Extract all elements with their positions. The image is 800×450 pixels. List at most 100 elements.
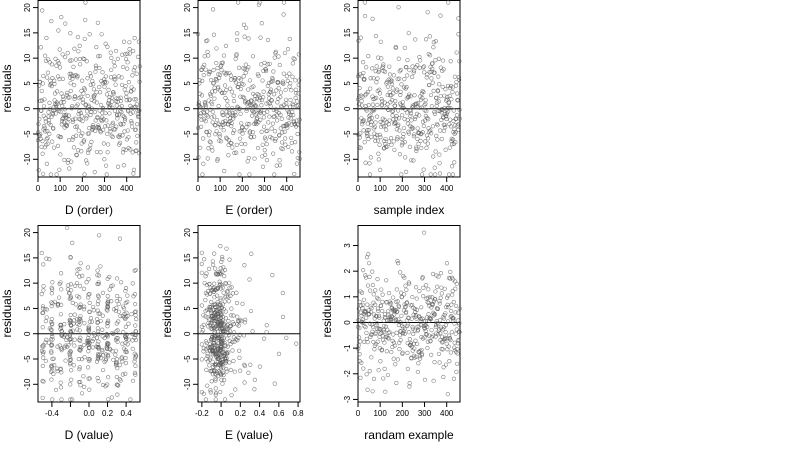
data-point — [199, 324, 204, 329]
data-point — [440, 84, 445, 90]
data-point — [249, 98, 254, 103]
data-point — [115, 392, 120, 397]
data-point — [444, 305, 449, 310]
data-point — [379, 287, 384, 292]
data-point — [228, 86, 233, 91]
data-point — [267, 61, 272, 66]
data-point — [443, 87, 448, 92]
data-point — [222, 397, 228, 402]
data-point — [128, 147, 133, 152]
data-point — [72, 82, 77, 88]
data-point — [211, 323, 216, 329]
data-point — [75, 267, 80, 272]
x-tick-label: 200 — [396, 184, 410, 193]
data-point — [386, 330, 391, 336]
data-point — [445, 94, 450, 100]
data-point — [224, 351, 230, 356]
data-point — [115, 164, 121, 169]
data-point — [234, 52, 239, 57]
data-point — [452, 321, 457, 326]
data-point — [131, 171, 136, 176]
data-point — [77, 56, 83, 62]
data-point — [36, 133, 41, 138]
y-axis-title: residuals — [0, 64, 14, 112]
data-point — [249, 251, 254, 256]
data-point — [211, 32, 217, 37]
data-point — [287, 36, 292, 42]
data-point — [454, 369, 459, 374]
data-point — [410, 126, 416, 131]
data-point — [40, 378, 45, 384]
y-tick-label: 10 — [343, 53, 352, 62]
data-point — [408, 343, 413, 348]
data-point — [389, 81, 395, 87]
data-point — [221, 307, 226, 312]
data-point — [40, 395, 45, 401]
data-point — [450, 85, 455, 90]
data-point — [296, 91, 301, 96]
data-point — [385, 84, 391, 89]
data-point — [212, 363, 217, 368]
data-point — [433, 39, 438, 44]
data-point — [54, 89, 60, 94]
data-point — [225, 98, 230, 103]
y-axis-title: residuals — [160, 289, 174, 337]
data-point — [133, 363, 138, 368]
data-point — [67, 290, 72, 296]
data-point — [44, 35, 49, 41]
data-point — [400, 350, 405, 355]
data-point — [77, 284, 83, 289]
data-point — [220, 60, 225, 65]
data-point — [456, 121, 461, 127]
data-point — [62, 107, 67, 112]
data-point — [446, 100, 452, 105]
data-point — [55, 59, 60, 64]
data-point — [242, 127, 247, 133]
data-point — [59, 329, 64, 334]
data-point — [453, 303, 459, 309]
data-point — [95, 302, 100, 307]
data-point — [209, 379, 214, 384]
data-point — [43, 307, 48, 312]
data-point — [436, 74, 441, 79]
data-point — [296, 82, 301, 88]
data-point — [366, 261, 372, 266]
data-point — [131, 48, 136, 54]
data-point — [244, 106, 249, 111]
data-point — [58, 109, 63, 114]
data-point — [84, 114, 89, 119]
y-tick-label: 10 — [183, 53, 192, 62]
data-point — [85, 93, 90, 99]
data-point — [44, 337, 49, 342]
data-point — [130, 346, 135, 351]
data-point — [60, 103, 65, 108]
data-point — [82, 384, 87, 389]
data-point — [381, 329, 387, 335]
data-point — [230, 106, 235, 111]
x-tick-label: 0.4 — [254, 409, 266, 418]
data-point — [83, 0, 88, 5]
data-point — [118, 313, 123, 319]
data-point — [73, 283, 78, 288]
data-point — [278, 126, 283, 131]
data-point — [367, 161, 372, 166]
data-point — [46, 118, 51, 123]
data-point — [117, 362, 123, 368]
data-point — [427, 82, 432, 88]
data-point — [101, 141, 106, 146]
x-tick-label: 400 — [120, 184, 134, 193]
data-point — [279, 140, 285, 145]
data-point — [257, 98, 262, 103]
data-point — [405, 73, 410, 78]
data-point — [408, 113, 413, 118]
data-point — [100, 327, 105, 332]
data-point — [269, 126, 274, 131]
data-point — [68, 397, 73, 402]
data-point — [452, 340, 457, 345]
data-point — [87, 146, 92, 152]
y-tick-label: 10 — [183, 278, 192, 287]
data-point — [231, 116, 236, 121]
y-tick-label: 15 — [183, 253, 192, 262]
data-point — [212, 89, 218, 94]
data-point — [123, 84, 128, 89]
